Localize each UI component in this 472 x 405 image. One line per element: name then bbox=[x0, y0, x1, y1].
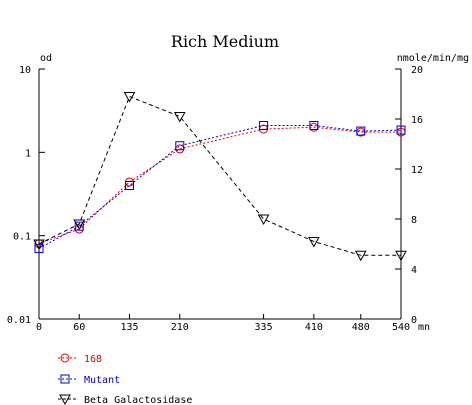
x-tick-label: 60 bbox=[73, 322, 85, 333]
legend-item: 168 bbox=[58, 353, 102, 365]
y-left-tick-label: 0.01 bbox=[7, 315, 31, 326]
data-point bbox=[395, 250, 407, 262]
y-right-tick-label: 8 bbox=[411, 215, 417, 226]
legend: 168 Mutant Beta Galactosidase bbox=[58, 353, 192, 405]
x-axis-unit: mn bbox=[418, 322, 430, 333]
series-square bbox=[34, 120, 406, 254]
data-point bbox=[34, 244, 44, 254]
y-right-tick-label: 20 bbox=[411, 65, 423, 76]
series-line bbox=[38, 126, 401, 245]
data-point bbox=[33, 239, 45, 251]
data-point bbox=[173, 112, 186, 123]
data-point bbox=[175, 141, 185, 151]
x-tick-label: 210 bbox=[171, 322, 189, 333]
data-point bbox=[74, 221, 84, 231]
series-triangle bbox=[33, 92, 407, 262]
legend-item: Beta Galactosidase bbox=[58, 394, 192, 405]
legend-marker bbox=[60, 374, 70, 384]
y-left-tick-label: 10 bbox=[19, 65, 31, 76]
series-layer bbox=[33, 92, 407, 262]
data-point bbox=[73, 219, 86, 231]
legend-marker bbox=[59, 394, 71, 405]
y-left-tick-label: 1 bbox=[25, 148, 31, 159]
data-point bbox=[123, 92, 136, 103]
y-left-tick-label: 0.1 bbox=[13, 232, 31, 243]
x-tick-label: 480 bbox=[352, 322, 370, 333]
x-tick-label: 335 bbox=[255, 322, 273, 333]
data-point bbox=[308, 237, 320, 248]
chart-title: Rich Medium bbox=[171, 32, 279, 51]
series-line bbox=[38, 125, 402, 250]
legend-item: Mutant bbox=[58, 374, 120, 386]
x-tick-label: 410 bbox=[305, 322, 323, 333]
x-tick-label: 0 bbox=[36, 322, 42, 333]
series-circle bbox=[34, 122, 406, 249]
legend-label: Mutant bbox=[84, 375, 120, 386]
data-point bbox=[257, 214, 270, 226]
legend-label: 168 bbox=[84, 354, 102, 365]
legend-marker bbox=[60, 353, 70, 363]
x-tick-label: 135 bbox=[120, 322, 138, 333]
x-tick-label: 540 bbox=[392, 322, 410, 333]
data-point bbox=[396, 125, 406, 135]
data-point bbox=[259, 120, 269, 130]
data-point bbox=[125, 177, 134, 187]
y-right-tick-label: 0 bbox=[411, 315, 417, 326]
y-right-tick-label: 16 bbox=[411, 115, 423, 126]
series-line bbox=[38, 95, 401, 256]
y-right-tick-label: 12 bbox=[411, 165, 423, 176]
data-point bbox=[175, 144, 185, 154]
data-point bbox=[125, 180, 134, 190]
legend-label: Beta Galactosidase bbox=[84, 395, 192, 405]
data-point bbox=[309, 120, 319, 130]
y-right-axis-label: nmole/min/mg bbox=[397, 53, 469, 64]
y-left-axis-label: od bbox=[40, 53, 52, 64]
y-right-tick-label: 4 bbox=[411, 265, 417, 276]
data-point bbox=[356, 126, 366, 136]
data-point bbox=[354, 250, 367, 262]
